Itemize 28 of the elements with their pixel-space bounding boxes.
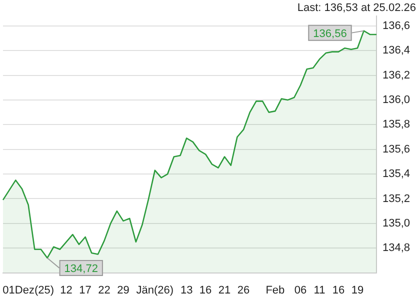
y-tick-label: 135,4 (382, 168, 410, 180)
y-tick-label: 136,4 (382, 44, 410, 57)
annotation: 134,72 (64, 263, 98, 276)
x-tick-label: 22 (98, 284, 110, 296)
x-tick-label: 13 (180, 284, 193, 296)
y-tick-label: 135,2 (382, 192, 410, 205)
y-tick-label: 136,2 (382, 69, 410, 82)
x-tick-label: 21 (218, 284, 231, 296)
y-tick-label: 135,8 (382, 118, 410, 131)
x-tick-label: 29 (117, 284, 130, 296)
x-tick-label: 17 (79, 284, 92, 296)
x-tick-label: 19 (351, 284, 364, 296)
y-tick-label: 135,6 (382, 143, 410, 156)
annotation: 136,56 (313, 28, 347, 40)
x-tick-label: 06 (294, 284, 307, 296)
x-tick-label: Jän(26) (136, 284, 174, 296)
y-tick-label: 135,0 (382, 217, 410, 230)
text: Last: 136,53 at 25.02.26 (297, 2, 416, 14)
y-tick-label: 136,6 (382, 20, 410, 32)
x-tick-label: 01Dez(25) (2, 284, 54, 296)
x-tick-label: 11 (314, 284, 326, 296)
x-tick-label: 16 (332, 284, 345, 296)
y-tick-label: 136,0 (382, 94, 410, 106)
y-tick-label: 134,8 (382, 242, 410, 254)
x-tick-label: 16 (199, 284, 212, 296)
x-tick-label: 12 (60, 284, 72, 296)
x-tick-label: Feb (266, 284, 285, 296)
x-tick-label: 26 (237, 284, 250, 296)
